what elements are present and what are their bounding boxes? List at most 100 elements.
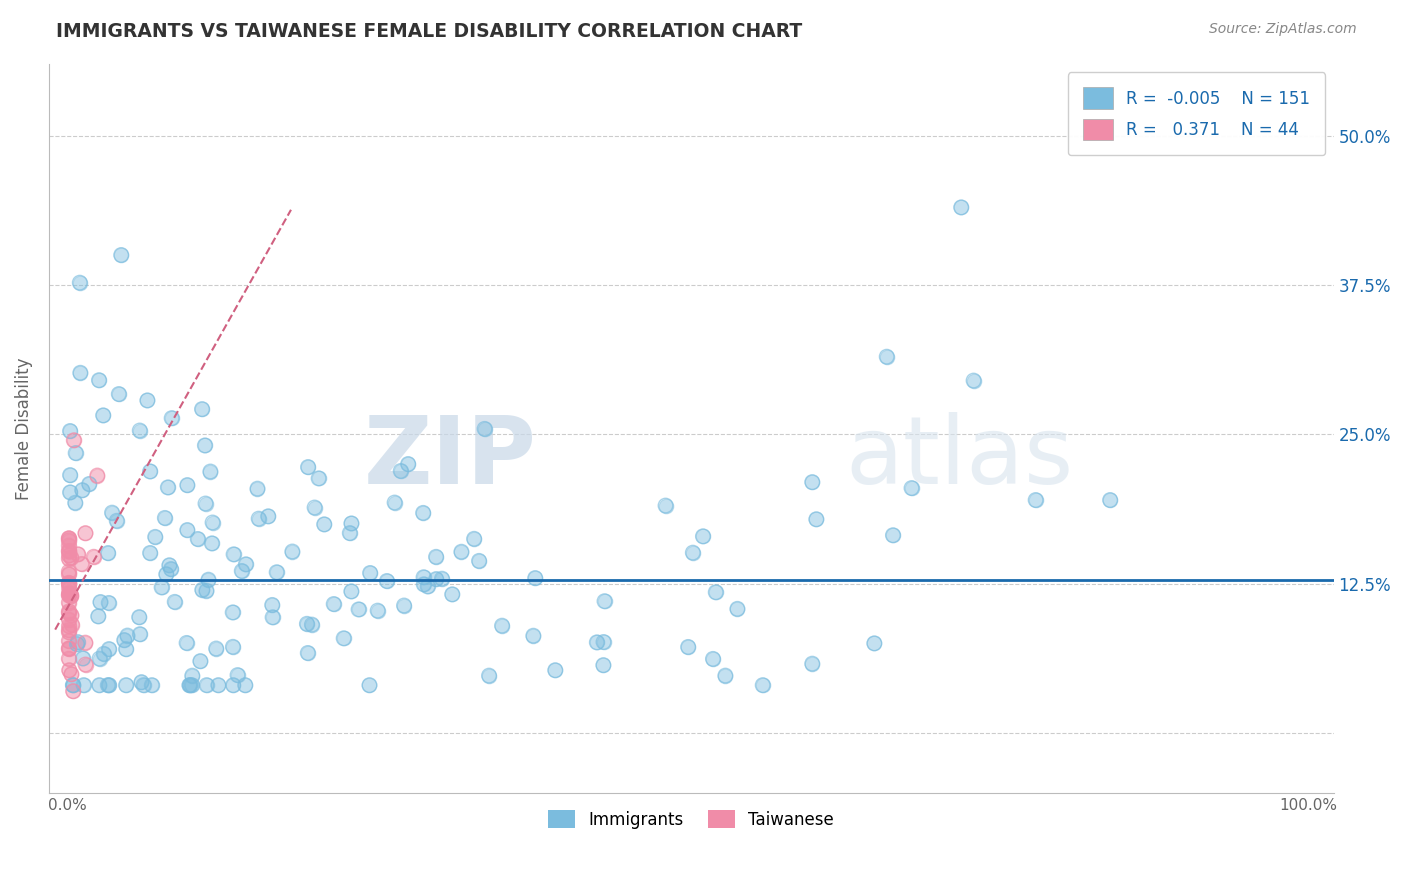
Point (332, 632, 354, 646)
Point (201, 516, 224, 530)
Point (60, 667, 83, 681)
Point (592, 635, 614, 649)
Point (340, 584, 363, 599)
Point (441, 587, 464, 601)
Point (58, 606, 80, 620)
Point (58, 565, 80, 579)
Point (132, 678, 155, 692)
Point (58, 576, 80, 591)
Point (359, 566, 381, 580)
Point (58, 577, 80, 591)
Point (412, 577, 434, 591)
Point (60, 608, 83, 623)
Point (58, 544, 80, 558)
Point (179, 678, 201, 692)
Point (176, 636, 198, 650)
Point (197, 573, 219, 587)
Point (806, 512, 828, 526)
Point (194, 496, 217, 510)
Point (1025, 493, 1047, 508)
Point (882, 528, 904, 542)
Point (75, 657, 97, 672)
Point (195, 678, 218, 692)
Point (69, 276, 91, 290)
Point (141, 678, 163, 692)
Point (160, 411, 183, 425)
Point (132, 678, 155, 692)
Point (72, 483, 94, 498)
Point (1099, 493, 1122, 508)
Point (222, 640, 245, 654)
Point (801, 657, 824, 671)
Point (751, 678, 773, 692)
Point (751, 678, 773, 692)
Point (62, 678, 84, 692)
Point (412, 506, 434, 520)
Point (592, 658, 614, 673)
Point (62, 684, 84, 698)
Point (58, 533, 80, 548)
Point (692, 529, 714, 543)
Point (463, 532, 485, 546)
Point (107, 387, 129, 401)
Point (58, 577, 80, 591)
Point (58, 532, 80, 546)
Point (301, 617, 323, 632)
Point (179, 678, 201, 692)
Point (110, 248, 132, 262)
Point (593, 594, 616, 608)
Point (136, 393, 159, 408)
Point (262, 610, 284, 624)
Point (157, 558, 180, 573)
Point (384, 495, 406, 509)
Point (66, 637, 89, 651)
Point (222, 547, 245, 561)
Point (112, 633, 135, 648)
Point (58, 623, 80, 637)
Point (58, 575, 80, 590)
Point (58, 651, 80, 665)
Point (463, 532, 485, 546)
Point (75, 635, 97, 649)
Point (347, 602, 370, 616)
Point (191, 402, 214, 417)
Point (139, 465, 162, 479)
Point (58, 587, 80, 601)
Point (1025, 493, 1047, 508)
Point (308, 471, 330, 485)
Point (58, 613, 80, 627)
Point (58, 575, 80, 590)
Point (180, 678, 202, 692)
Point (491, 618, 513, 632)
Point (98, 642, 121, 657)
Point (235, 558, 257, 572)
Point (97, 546, 120, 560)
Point (115, 642, 138, 657)
Point (143, 530, 166, 544)
Point (676, 640, 699, 654)
Point (801, 475, 824, 489)
Point (900, 481, 922, 495)
Point (235, 558, 257, 572)
Y-axis label: Female Disability: Female Disability (15, 357, 32, 500)
Point (83, 549, 105, 564)
Point (58, 604, 80, 618)
Point (863, 636, 886, 650)
Point (58, 642, 80, 657)
Point (150, 581, 173, 595)
Point (524, 571, 547, 585)
Point (58, 651, 80, 665)
Point (60, 667, 83, 681)
Point (801, 475, 824, 489)
Point (89, 595, 111, 609)
Point (58, 634, 80, 648)
Point (301, 617, 323, 632)
Point (59, 468, 82, 483)
Point (60, 617, 83, 632)
Point (195, 583, 218, 598)
Point (359, 678, 381, 692)
Point (262, 610, 284, 624)
Point (58, 549, 80, 563)
Point (231, 564, 253, 578)
Point (876, 350, 898, 364)
